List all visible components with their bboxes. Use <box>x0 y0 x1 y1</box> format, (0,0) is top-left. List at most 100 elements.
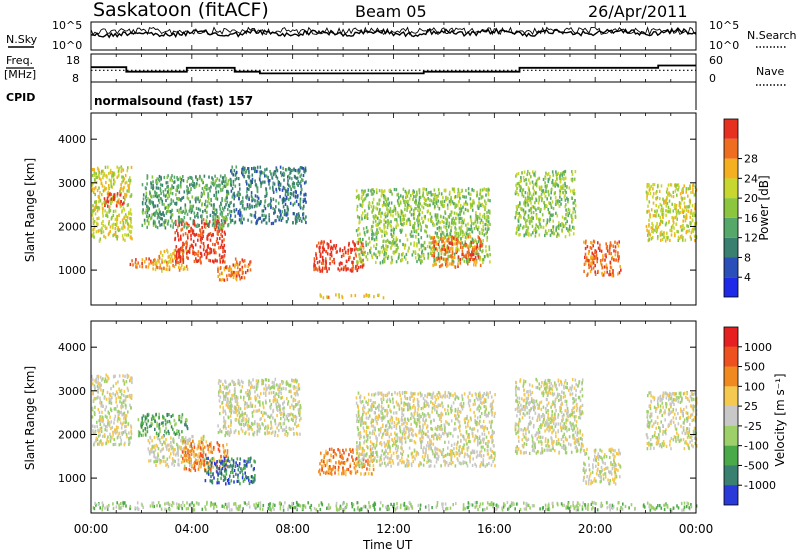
data-cell <box>474 239 477 243</box>
data-cell <box>226 189 228 193</box>
cpid-label: CPID <box>6 91 35 104</box>
data-cell <box>609 273 612 277</box>
data-cell <box>294 195 297 199</box>
data-cell <box>212 181 215 185</box>
data-cell <box>234 184 237 188</box>
data-cell <box>126 373 129 377</box>
data-cell <box>149 435 151 439</box>
data-cell <box>105 187 107 191</box>
data-cell <box>292 184 294 188</box>
data-cell <box>389 207 392 211</box>
data-cell <box>128 189 130 193</box>
data-cell <box>168 419 171 424</box>
data-cell <box>164 430 167 434</box>
data-cell <box>383 239 385 243</box>
data-cell <box>461 253 463 257</box>
data-cell <box>558 176 561 180</box>
data-cell <box>118 166 120 171</box>
data-cell <box>547 177 550 182</box>
data-cell <box>420 236 423 240</box>
data-cell <box>380 229 382 233</box>
colorbar-segment <box>724 217 738 238</box>
data-cell <box>132 263 134 267</box>
data-cell <box>170 414 173 419</box>
data-cell <box>129 179 132 183</box>
data-cell <box>565 221 567 226</box>
data-cell <box>280 218 283 222</box>
data-cell <box>297 180 299 184</box>
data-cell <box>431 236 434 240</box>
data-cell <box>164 422 167 426</box>
data-cell <box>383 223 385 227</box>
data-cell <box>474 220 477 224</box>
data-cell <box>538 198 541 202</box>
data-cell <box>171 174 173 178</box>
data-cell <box>265 174 268 178</box>
data-cell <box>124 420 126 425</box>
data-cell <box>592 266 595 270</box>
data-cell <box>171 219 173 223</box>
data-cell <box>567 198 569 202</box>
data-cell <box>547 190 549 194</box>
data-cell <box>101 404 104 408</box>
data-cell <box>247 263 250 267</box>
data-cell <box>198 183 201 187</box>
data-cell <box>416 193 418 197</box>
data-cell <box>471 208 474 212</box>
data-cell <box>130 425 133 429</box>
data-cell <box>486 235 489 240</box>
data-cell <box>163 213 165 217</box>
data-cell <box>565 208 567 212</box>
data-cell <box>463 259 466 263</box>
data-cell <box>210 248 213 252</box>
data-cell <box>405 233 407 237</box>
data-cell <box>364 189 366 193</box>
data-cell <box>691 184 694 188</box>
data-cell <box>484 222 486 227</box>
data-cell <box>534 191 537 195</box>
data-cell <box>268 182 270 186</box>
data-cell <box>525 178 527 182</box>
data-cell <box>192 251 194 256</box>
data-cell <box>347 251 349 255</box>
data-cell <box>114 430 116 434</box>
data-cell <box>190 461 192 465</box>
data-cell <box>227 267 230 271</box>
data-cell <box>275 167 278 171</box>
data-cell <box>404 213 407 217</box>
data-cell <box>209 232 212 236</box>
data-cell <box>564 170 566 174</box>
data-cell <box>386 256 389 260</box>
data-cell <box>153 450 155 454</box>
data-cell <box>538 218 541 222</box>
data-cell <box>181 430 183 434</box>
data-cell <box>174 220 176 225</box>
data-cell <box>462 205 464 209</box>
data-cell <box>94 200 96 204</box>
data-cell <box>416 259 418 264</box>
data-cell <box>437 199 439 203</box>
data-cell <box>173 419 176 423</box>
data-cell <box>535 208 537 212</box>
data-cell <box>279 195 281 199</box>
data-cell <box>265 214 267 218</box>
data-cell <box>526 219 528 223</box>
data-cell <box>446 203 449 207</box>
nsky-label: N.Sky <box>6 33 38 46</box>
data-cell <box>618 271 621 275</box>
data-cell <box>445 221 448 226</box>
data-cell <box>681 208 684 212</box>
data-cell <box>547 207 550 212</box>
data-cell <box>102 442 104 446</box>
data-cell <box>669 238 671 242</box>
data-cell <box>182 252 184 256</box>
data-cell <box>606 270 608 274</box>
data-cell <box>421 259 423 263</box>
data-cell <box>160 435 163 440</box>
data-cell <box>478 204 481 208</box>
data-cell <box>477 225 480 229</box>
data-cell <box>217 219 220 223</box>
data-cell <box>145 194 147 199</box>
data-cell <box>181 416 183 420</box>
